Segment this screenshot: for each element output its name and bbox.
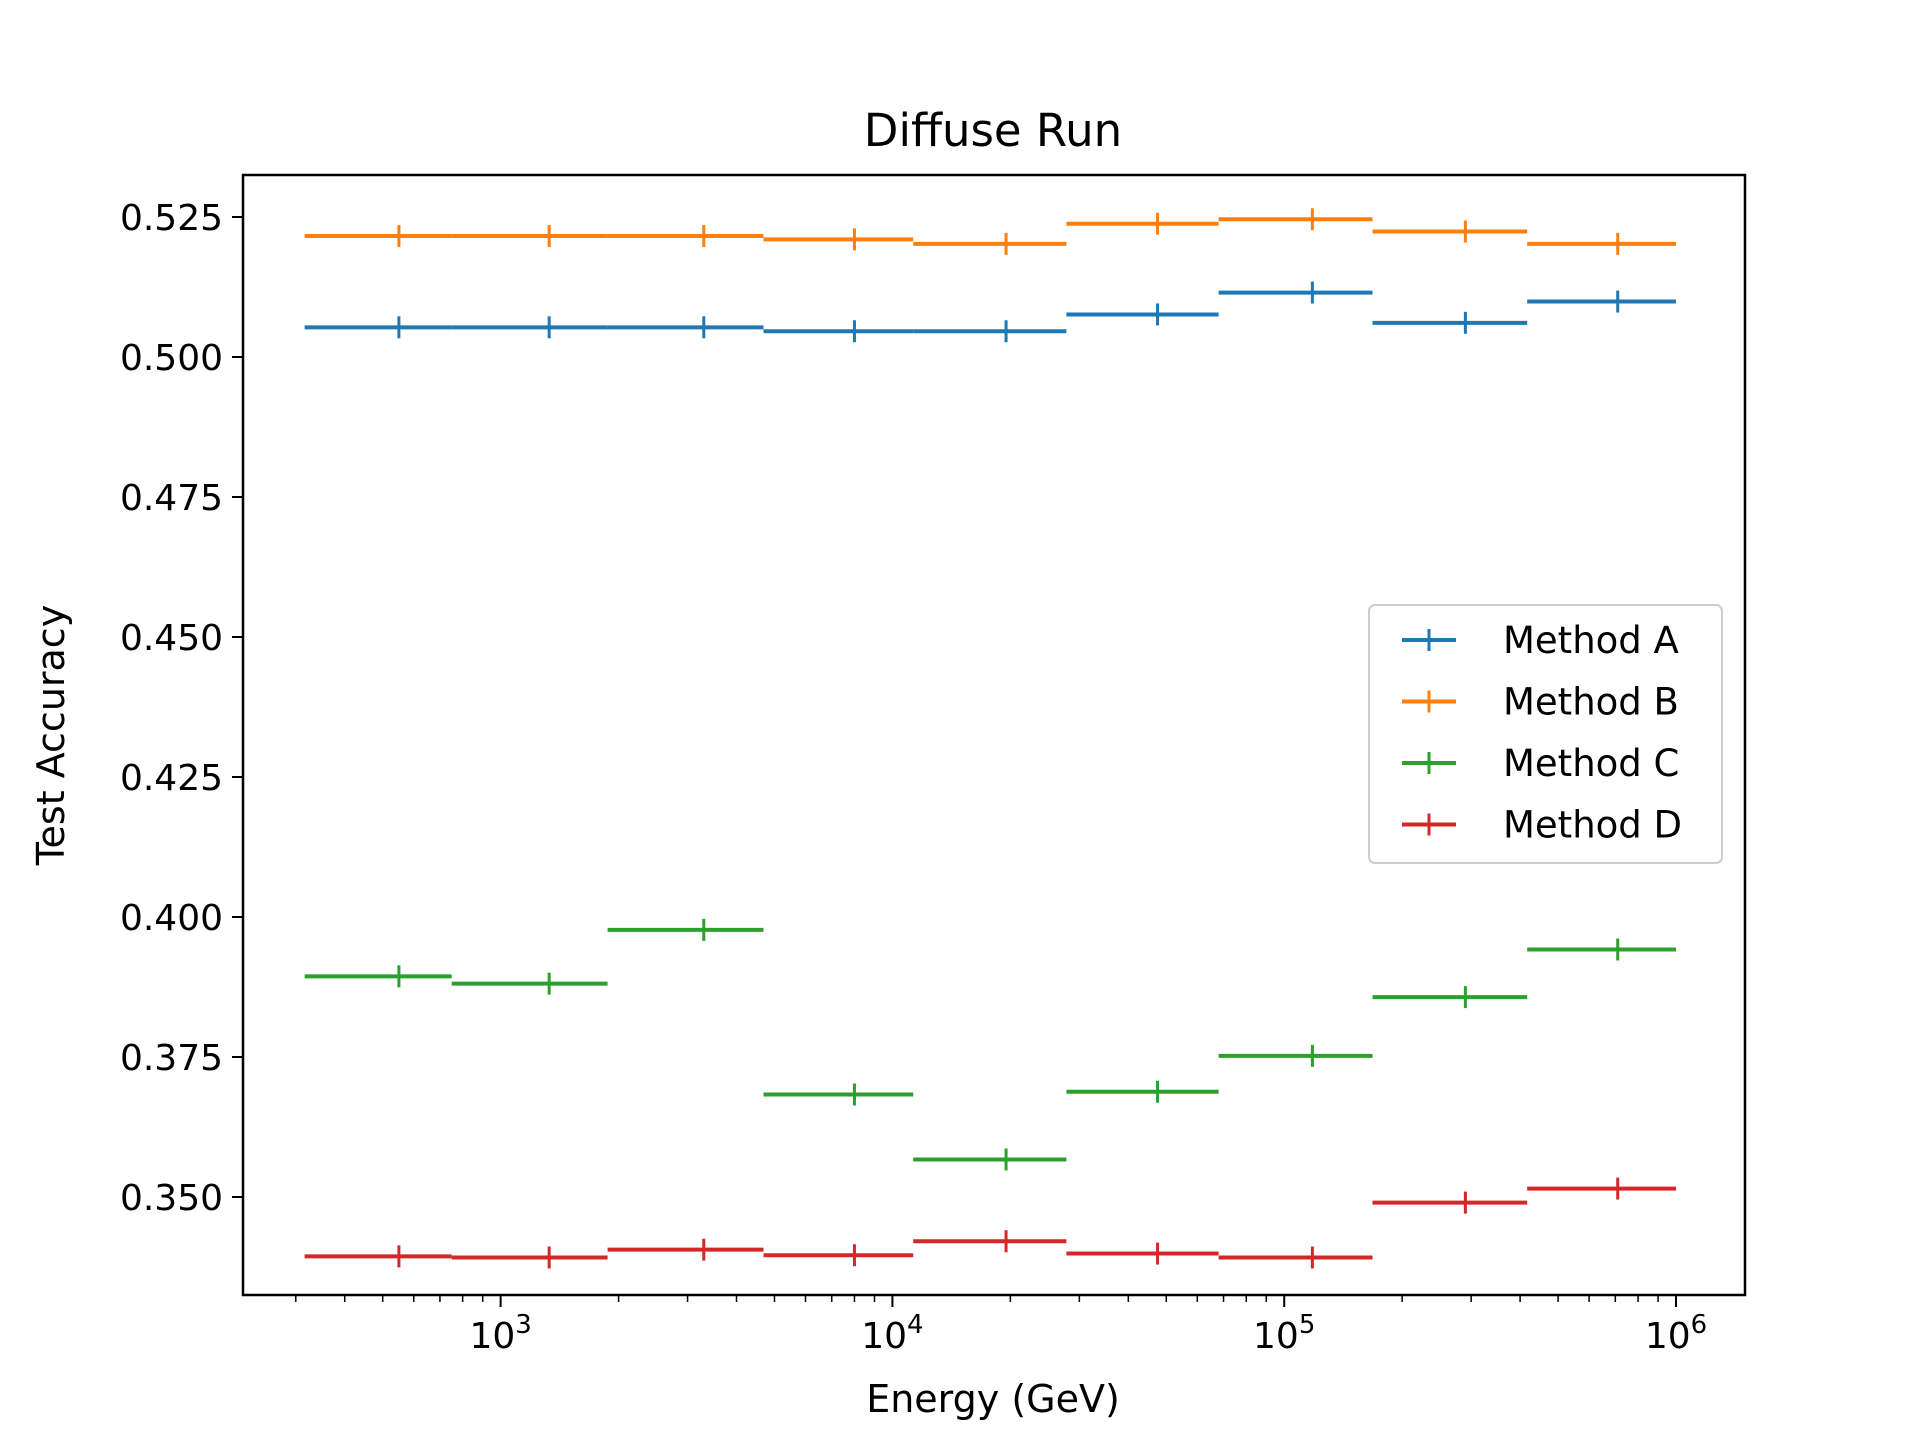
series-3 [304, 918, 1677, 1171]
x-tick-label: 103 [469, 1310, 531, 1357]
legend-entry-2: Method B [1402, 681, 1679, 724]
y-tick-label: 0.525 [120, 198, 223, 239]
legend-entry-4: Method D [1402, 804, 1682, 847]
y-axis-label: Test Accuracy [29, 605, 73, 866]
chart-title: Diffuse Run [864, 104, 1122, 157]
y-tick-label: 0.475 [120, 478, 223, 519]
y-tick-label: 0.500 [120, 338, 223, 379]
series-1 [304, 281, 1677, 343]
x-tick-label: 104 [861, 1310, 923, 1357]
x-tick-label: 105 [1253, 1310, 1315, 1357]
series-4 [304, 1177, 1677, 1269]
legend-label: Method B [1503, 681, 1679, 724]
series-layer [304, 208, 1677, 1269]
legend-frame [1368, 604, 1723, 864]
y-tick-label: 0.400 [120, 898, 223, 939]
y-tick-label: 0.350 [120, 1178, 223, 1219]
x-axis-label: Energy (GeV) [866, 1377, 1120, 1421]
y-axis: 0.350 0.375 0.400 0.425 0.450 0.475 0.500 0.525 [120, 198, 243, 1219]
y-tick-label: 0.375 [120, 1038, 223, 1079]
series-2 [304, 208, 1677, 255]
legend-entry-3: Method C [1402, 742, 1679, 785]
y-tick-label: 0.450 [120, 618, 223, 659]
legend: Method A Method B Method C Method D [1368, 604, 1723, 864]
plot-frame [241, 173, 1747, 1297]
y-tick-label: 0.425 [120, 758, 223, 799]
x-tick-label: 106 [1645, 1310, 1707, 1357]
legend-entry-1: Method A [1402, 619, 1679, 662]
legend-label: Method A [1503, 619, 1679, 662]
legend-label: Method D [1503, 804, 1682, 847]
legend-label: Method C [1503, 742, 1679, 785]
